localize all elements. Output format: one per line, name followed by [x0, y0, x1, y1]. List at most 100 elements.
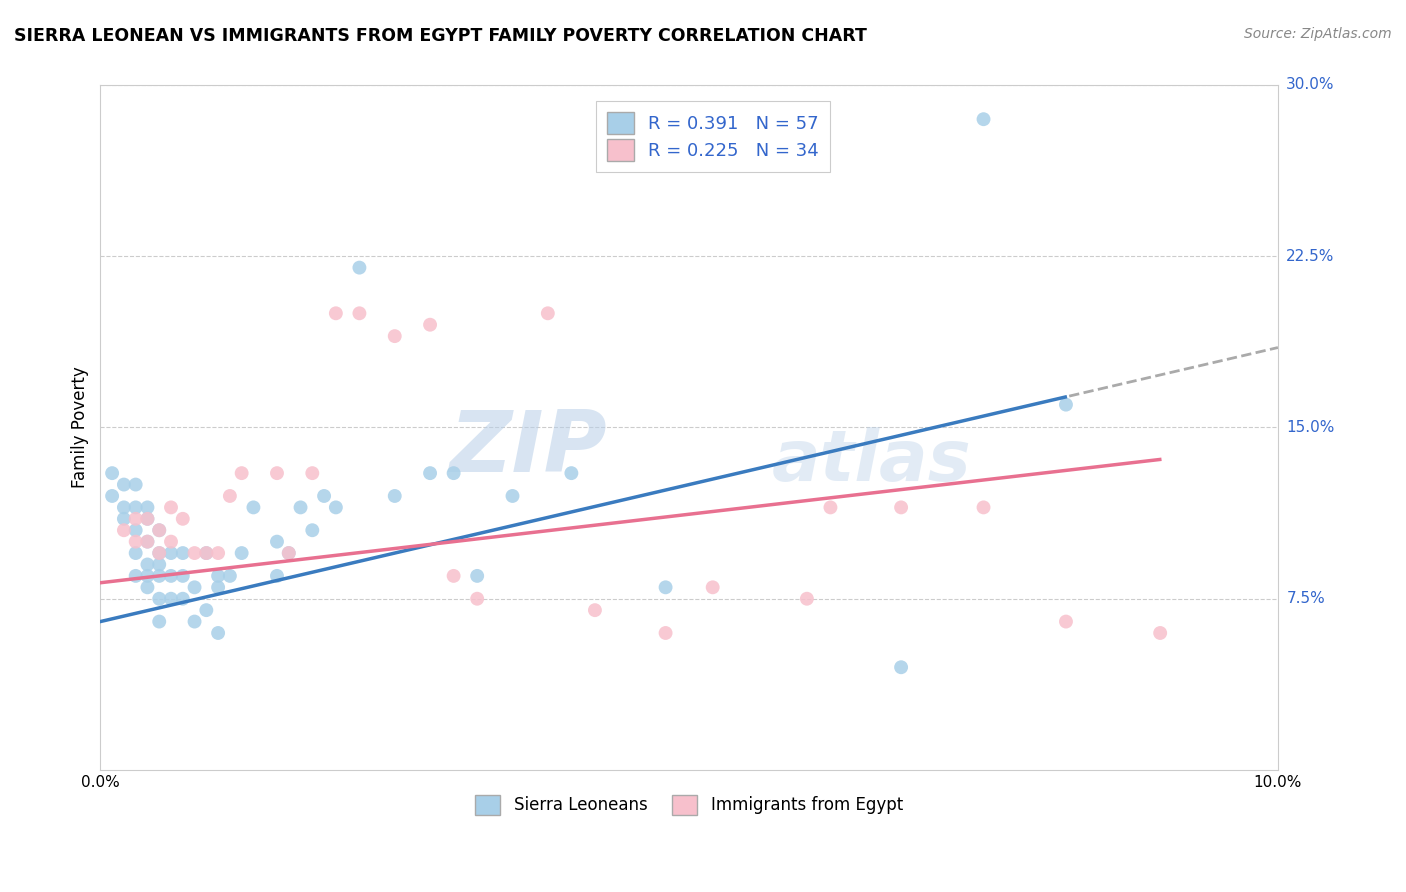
Point: [502, 489, 524, 503]
Point: [419, 318, 441, 332]
Point: [266, 466, 288, 480]
Text: Source: ZipAtlas.com: Source: ZipAtlas.com: [1244, 27, 1392, 41]
Point: [148, 523, 170, 537]
Point: [796, 591, 818, 606]
Point: [1054, 398, 1077, 412]
Point: [301, 466, 323, 480]
Point: [160, 591, 183, 606]
Point: [207, 569, 229, 583]
Point: [124, 500, 146, 515]
Point: [148, 615, 170, 629]
Point: [172, 591, 194, 606]
Point: [148, 546, 170, 560]
Point: [242, 500, 264, 515]
Point: [160, 546, 183, 560]
Point: [112, 512, 135, 526]
Point: [101, 466, 124, 480]
Point: [148, 546, 170, 560]
Point: [231, 546, 253, 560]
Point: [160, 500, 183, 515]
Point: [654, 580, 676, 594]
Point: [537, 306, 560, 320]
Text: atlas: atlas: [772, 427, 972, 496]
Point: [314, 489, 336, 503]
Point: [136, 569, 159, 583]
Point: [124, 523, 146, 537]
Point: [148, 558, 170, 572]
Point: [124, 534, 146, 549]
Point: [219, 489, 242, 503]
Point: [301, 523, 323, 537]
Point: [583, 603, 606, 617]
Point: [172, 569, 194, 583]
Point: [207, 626, 229, 640]
Point: [207, 546, 229, 560]
Point: [112, 477, 135, 491]
Point: [737, 123, 759, 137]
Point: [148, 569, 170, 583]
Point: [207, 580, 229, 594]
Point: [136, 500, 159, 515]
Text: 22.5%: 22.5%: [1286, 249, 1334, 264]
Point: [136, 512, 159, 526]
Point: [702, 580, 724, 594]
Point: [124, 512, 146, 526]
Text: 30.0%: 30.0%: [1286, 78, 1334, 93]
Point: [419, 466, 441, 480]
Point: [973, 500, 995, 515]
Point: [443, 466, 465, 480]
Point: [148, 591, 170, 606]
Point: [183, 615, 205, 629]
Point: [465, 591, 488, 606]
Point: [183, 546, 205, 560]
Point: [820, 500, 842, 515]
Text: ZIP: ZIP: [449, 407, 607, 490]
Point: [172, 512, 194, 526]
Point: [349, 260, 371, 275]
Point: [219, 569, 242, 583]
Point: [890, 500, 912, 515]
Point: [266, 569, 288, 583]
Point: [148, 523, 170, 537]
Point: [172, 546, 194, 560]
Point: [266, 534, 288, 549]
Legend: Sierra Leoneans, Immigrants from Egypt: Sierra Leoneans, Immigrants from Egypt: [467, 787, 911, 823]
Point: [124, 569, 146, 583]
Point: [195, 603, 218, 617]
Point: [973, 112, 995, 127]
Text: SIERRA LEONEAN VS IMMIGRANTS FROM EGYPT FAMILY POVERTY CORRELATION CHART: SIERRA LEONEAN VS IMMIGRANTS FROM EGYPT …: [14, 27, 868, 45]
Point: [124, 546, 146, 560]
Point: [195, 546, 218, 560]
Point: [325, 306, 347, 320]
Point: [160, 534, 183, 549]
Point: [384, 489, 406, 503]
Point: [136, 534, 159, 549]
Point: [195, 546, 218, 560]
Point: [136, 558, 159, 572]
Text: 7.5%: 7.5%: [1286, 591, 1324, 607]
Point: [183, 580, 205, 594]
Point: [1149, 626, 1171, 640]
Point: [465, 569, 488, 583]
Point: [277, 546, 299, 560]
Point: [384, 329, 406, 343]
Point: [112, 500, 135, 515]
Point: [349, 306, 371, 320]
Point: [101, 489, 124, 503]
Point: [277, 546, 299, 560]
Point: [136, 534, 159, 549]
Point: [1054, 615, 1077, 629]
Point: [890, 660, 912, 674]
Point: [443, 569, 465, 583]
Point: [231, 466, 253, 480]
Point: [560, 466, 582, 480]
Y-axis label: Family Poverty: Family Poverty: [72, 367, 89, 488]
Text: 15.0%: 15.0%: [1286, 420, 1334, 435]
Point: [290, 500, 312, 515]
Point: [124, 477, 146, 491]
Point: [654, 626, 676, 640]
Point: [325, 500, 347, 515]
Point: [136, 512, 159, 526]
Point: [160, 569, 183, 583]
Point: [136, 580, 159, 594]
